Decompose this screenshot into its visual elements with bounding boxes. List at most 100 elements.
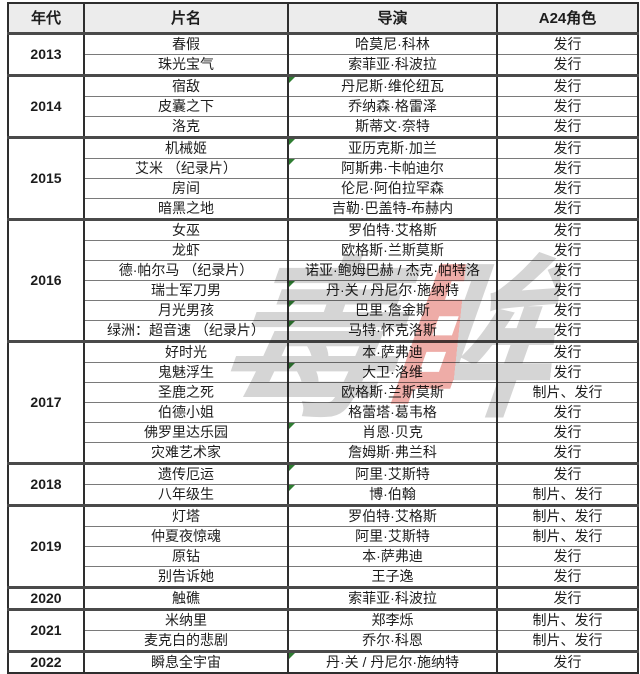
director-cell: 乔尔·科恩 [287, 629, 498, 652]
cell-error-indicator-icon [290, 281, 295, 287]
director-cell: 罗伯特·艾格斯 [287, 217, 498, 241]
film-row: 2018 遗传厄运 阿里·艾斯特 发行 [7, 461, 639, 506]
film-title-cell: 龙虾 [83, 239, 289, 261]
film-title-cell: 春假 [83, 31, 289, 55]
film-row: 灾难艺术家 詹姆斯·弗兰科 发行 [8, 441, 639, 464]
film-title-cell: 仲夏夜惊魂 [83, 525, 289, 547]
film-row: 2013 春假 哈莫尼·科林 发行 [7, 31, 639, 76]
director-cell: 丹·关 / 丹尼尔·施纳特 [287, 649, 498, 673]
film-title-cell: 鬼魅浮生 [83, 361, 289, 383]
film-title-cell: 圣鹿之死 [83, 381, 289, 403]
director-cell: 王子逸 [287, 565, 498, 588]
a24-role-cell: 发行 [496, 95, 639, 117]
spreadsheet-table-screenshot: 年代 片名 导演 A24角色 2013 春假 哈莫尼·科林 发行 珠光宝气索菲亚·科波拉… [7, 2, 639, 674]
film-title-cell: 别告诉她 [83, 565, 289, 588]
a24-role-cell: 制片、发行 [496, 381, 639, 403]
a24-role-cell: 发行 [496, 319, 639, 342]
director-cell: 哈莫尼·科林 [287, 31, 498, 55]
a24-role-cell: 制片、发行 [496, 607, 639, 631]
cell-error-indicator-icon [290, 423, 295, 429]
director-cell: 丹·关 / 丹尼尔·施纳特 [287, 279, 498, 301]
film-title-cell: 宿敌 [83, 73, 289, 97]
a24-role-cell: 发行 [496, 461, 639, 485]
director-cell: 伦尼·阿伯拉罕森 [287, 177, 498, 199]
film-title-cell: 皮囊之下 [83, 95, 289, 117]
film-title-cell: 伯德小姐 [83, 401, 289, 423]
film-title-cell: 遗传厄运 [83, 461, 289, 485]
a24-role-cell: 发行 [496, 177, 639, 199]
director-cell: 欧格斯·兰斯莫斯 [287, 381, 498, 403]
cell-error-indicator-icon [290, 140, 295, 145]
cell-error-indicator-icon [290, 78, 295, 83]
year-cell: 2017 [7, 339, 85, 464]
film-row: 2022 瞬息全宇宙 丹·关 / 丹尼尔·施纳特 发行 [7, 649, 639, 673]
a24-role-cell: 发行 [496, 299, 639, 321]
a24-role-cell: 发行 [496, 401, 639, 423]
director-cell: 郑李烁 [287, 607, 498, 631]
year-cell: 2016 [7, 217, 85, 342]
film-row: 2017 好时光 本·萨弗迪 发行 [7, 339, 639, 464]
film-title-cell: 房间 [83, 177, 289, 199]
director-cell: 罗伯特·艾格斯 [287, 503, 498, 527]
film-row: 龙虾 欧格斯·兰斯莫斯 发行 [8, 239, 639, 261]
year-cell: 2019 [7, 503, 85, 588]
film-title-cell: 米纳里 [83, 607, 289, 631]
film-row: 麦克白的悲剧 乔尔·科恩 制片、发行 [8, 629, 639, 652]
film-title-cell: 灯塔 [83, 503, 289, 527]
a24-role-cell: 制片、发行 [496, 483, 639, 506]
cell-error-indicator-icon [290, 466, 295, 471]
a24-role-cell: 制片、发行 [496, 503, 639, 527]
director-cell: 大卫·洛维 [287, 361, 498, 383]
director-cell: 肖恩·贝克 [287, 421, 498, 443]
director-cell: 诺亚·鲍姆巴赫 / 杰克·帕特洛 [287, 259, 498, 281]
director-cell: 本·萨弗迪 [287, 545, 498, 567]
a24-role-cell: 发行 [496, 135, 639, 159]
cell-error-indicator-icon [290, 485, 295, 491]
film-title-cell: 珠光宝气 [83, 53, 289, 76]
film-row: 2016 女巫 罗伯特·艾格斯 发行 [7, 217, 639, 342]
director-cell: 阿里·艾斯特 [287, 525, 498, 547]
director-cell: 亚历克斯·加兰 [287, 135, 498, 159]
director-cell: 马特·怀克洛斯 [287, 319, 498, 342]
a24-role-cell: 发行 [496, 565, 639, 588]
film-row: 洛克 斯蒂文·奈特 发行 [8, 115, 639, 138]
a24-role-cell: 制片、发行 [496, 525, 639, 547]
table-header-row: 年代 片名 导演 A24角色 [7, 2, 639, 35]
director-cell: 巴里·詹金斯 [287, 299, 498, 321]
director-cell: 索菲亚·科波拉 [287, 585, 498, 610]
a24-role-cell: 发行 [496, 545, 639, 567]
cell-error-indicator-icon [290, 653, 295, 659]
year-cell: 2014 [7, 73, 85, 138]
header-director: 导演 [287, 2, 498, 35]
film-title-cell: 月光男孩 [83, 299, 289, 321]
film-row: 艾米 （纪录片） 阿斯弗·卡帕迪尔 发行 [8, 157, 639, 179]
film-title-cell: 德·帕尔马 （纪录片） [83, 259, 289, 281]
film-row: 皮囊之下 乔纳森·格雷泽 发行 [8, 95, 639, 117]
film-title-cell: 好时光 [83, 339, 289, 363]
a24-role-cell: 发行 [496, 339, 639, 363]
cell-error-indicator-icon [290, 159, 295, 165]
director-cell: 格蕾塔·葛韦格 [287, 401, 498, 423]
film-title-cell: 触礁 [83, 585, 289, 610]
film-row: 仲夏夜惊魂 阿里·艾斯特 制片、发行 [8, 525, 639, 547]
film-row: 伯德小姐 格蕾塔·葛韦格 发行 [8, 401, 639, 423]
a24-role-cell: 发行 [496, 441, 639, 464]
cell-error-indicator-icon [290, 321, 295, 327]
film-row: 月光男孩 巴里·詹金斯 发行 [8, 299, 639, 321]
film-row: 2019 灯塔 罗伯特·艾格斯 制片、发行 [7, 503, 639, 588]
header-role: A24角色 [496, 2, 639, 35]
film-row: 暗黑之地 吉勒·巴盖特-布赫内 发行 [8, 197, 639, 220]
a24-role-cell: 发行 [496, 279, 639, 301]
a24-role-cell: 发行 [496, 421, 639, 443]
director-cell: 阿里·艾斯特 [287, 461, 498, 485]
film-row: 八年级生 博·伯翰 制片、发行 [8, 483, 639, 506]
year-cell: 2015 [7, 135, 85, 220]
film-title-cell: 暗黑之地 [83, 197, 289, 220]
film-title-cell: 八年级生 [83, 483, 289, 506]
film-title-cell: 麦克白的悲剧 [83, 629, 289, 652]
a24-role-cell: 发行 [496, 31, 639, 55]
film-row: 2021 米纳里 郑李烁 制片、发行 [7, 607, 639, 652]
a24-role-cell: 发行 [496, 217, 639, 241]
film-title-cell: 瞬息全宇宙 [83, 649, 289, 673]
film-row: 别告诉她 王子逸 发行 [8, 565, 639, 588]
